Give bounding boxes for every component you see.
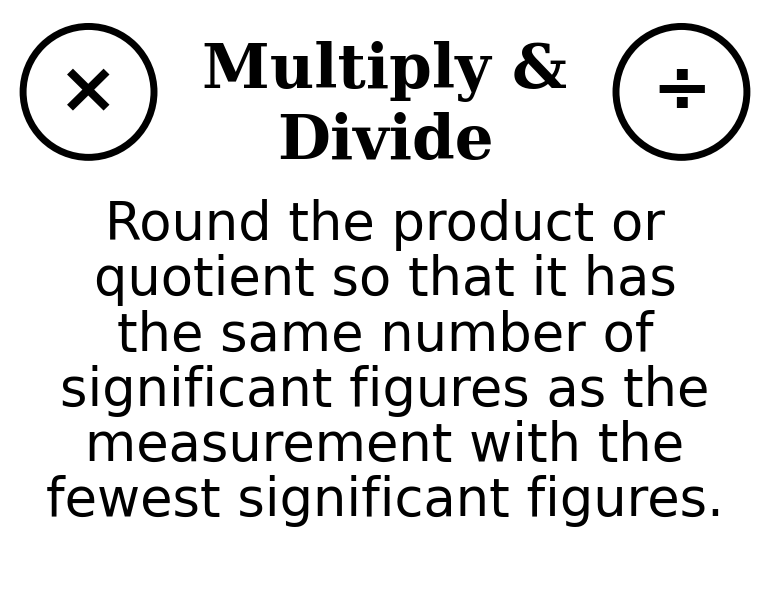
Ellipse shape — [616, 27, 747, 157]
Text: ×: × — [59, 58, 119, 126]
Text: Multiply &: Multiply & — [203, 41, 567, 101]
Text: quotient so that it has: quotient so that it has — [94, 254, 676, 307]
Text: measurement with the: measurement with the — [85, 420, 685, 472]
Text: ÷: ÷ — [651, 58, 711, 126]
Text: Round the product or: Round the product or — [105, 199, 665, 251]
Ellipse shape — [23, 27, 154, 157]
Text: the same number of: the same number of — [117, 310, 653, 362]
Text: fewest significant figures.: fewest significant figures. — [46, 475, 724, 527]
Text: significant figures as the: significant figures as the — [60, 365, 710, 417]
Text: Divide: Divide — [276, 112, 494, 173]
